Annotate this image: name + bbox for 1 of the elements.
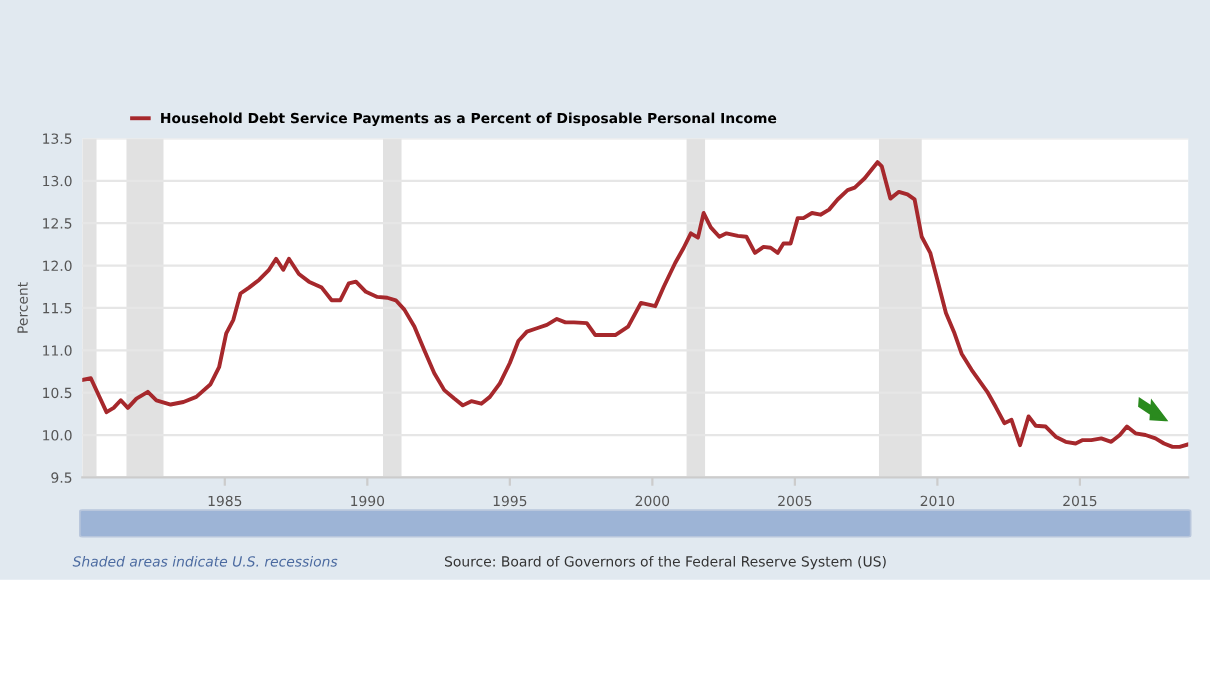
line-series bbox=[82, 160, 1189, 449]
